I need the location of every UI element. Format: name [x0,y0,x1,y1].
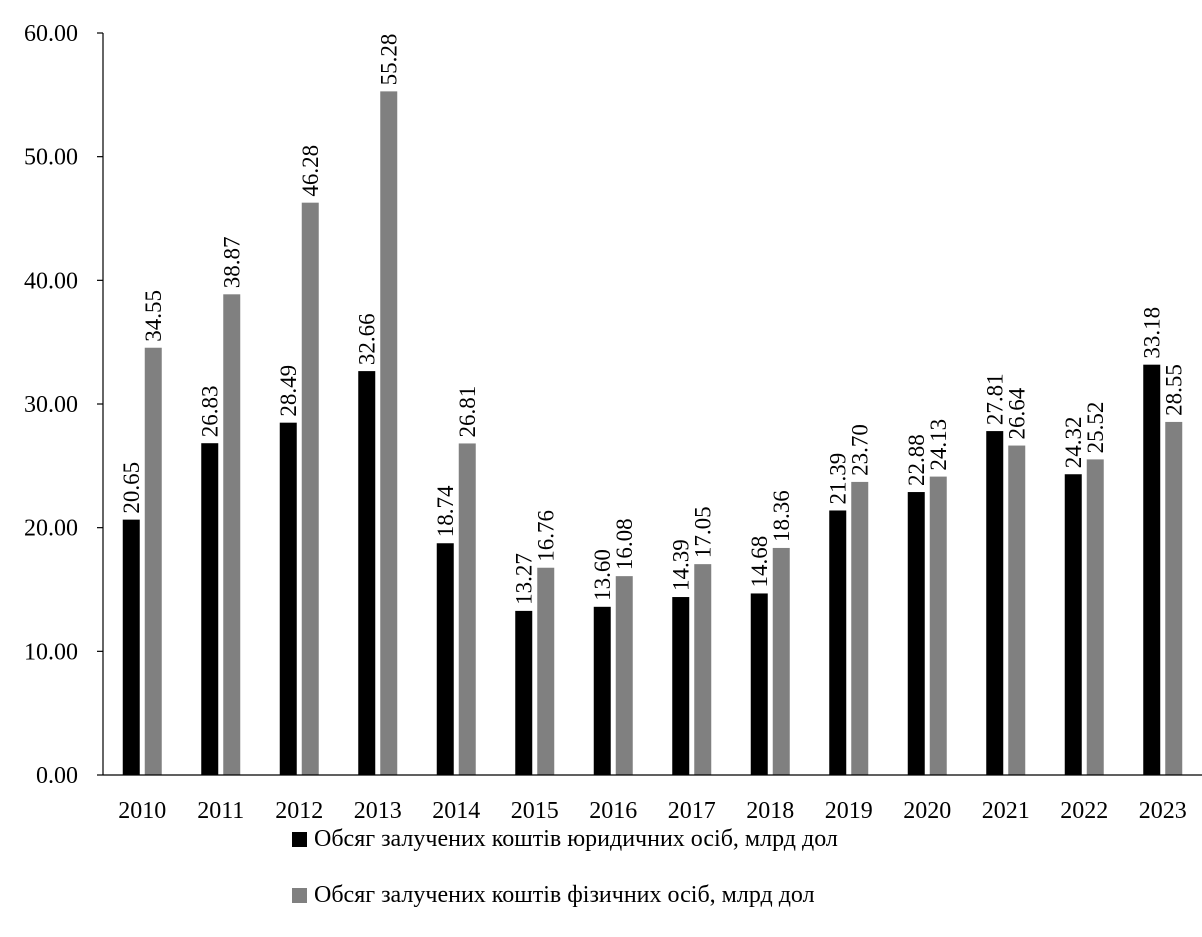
data-label: 18.74 [433,485,458,537]
data-label: 22.88 [904,434,929,486]
x-tick-label: 2012 [275,798,323,824]
data-label: 32.66 [355,313,380,365]
y-tick-label: 20.00 [24,516,78,542]
data-label: 26.83 [198,385,223,437]
bar-individuals [223,294,241,775]
bar-individuals [301,202,319,776]
y-axis-ticks: 0.00 10.00 20.00 30.00 40.00 50.00 60.00 [24,21,103,789]
x-tick-label: 2021 [982,798,1030,824]
bar-legal-entities [907,492,925,775]
data-label: 27.81 [983,373,1008,425]
legend: Обсяг залучених коштів юридичних осіб, м… [292,825,838,937]
bar-legal-entities [1143,364,1161,775]
data-label: 21.39 [826,453,851,505]
legend-label-legal-entities: Обсяг залучених коштів юридичних осіб, м… [314,825,838,852]
bar-individuals [615,576,633,775]
data-labels: 20.65 34.55 26.83 38.87 28.49 46.28 32.66 55.28… [119,34,1187,605]
bar-legal-entities [201,443,219,775]
bar-individuals [380,91,398,775]
bar-legal-entities [436,543,454,775]
bar-individuals [1165,421,1183,775]
bar-legal-entities [358,371,376,775]
y-tick-label: 40.00 [24,268,78,294]
x-tick-label: 2019 [825,798,873,824]
data-label: 24.13 [926,419,951,471]
bar-individuals [1086,459,1104,775]
x-tick-label: 2015 [511,798,559,824]
bar-individuals [929,476,947,775]
x-tick-label: 2017 [668,798,716,824]
legend-item-individuals: Обсяг залучених коштів фізичних осіб, мл… [292,881,838,909]
bar-legal-entities [122,519,140,775]
x-tick-label: 2023 [1139,798,1187,824]
legend-item-legal-entities: Обсяг залучених коштів юридичних осіб, м… [292,825,838,853]
x-tick-label: 2010 [118,798,166,824]
y-tick-label: 60.00 [24,21,78,47]
bar-legal-entities [593,606,611,775]
y-tick-label: 0.00 [36,763,78,789]
y-tick-label: 10.00 [24,639,78,665]
data-label: 55.28 [377,34,402,86]
data-label: 16.08 [612,518,637,570]
bar-individuals [772,547,790,775]
data-label: 17.05 [691,506,716,558]
legend-swatch-legal-entities [292,831,307,847]
x-tick-label: 2013 [354,798,402,824]
bars [122,91,1183,776]
data-label: 18.36 [769,490,794,542]
data-label: 26.64 [1005,387,1030,439]
data-label: 46.28 [298,145,323,197]
y-tick-label: 30.00 [24,392,78,418]
x-tick-label: 2022 [1060,798,1108,824]
x-tick-label: 2011 [197,798,244,824]
bar-individuals [537,567,555,775]
bar-individuals [694,564,712,775]
legend-swatch-individuals [292,887,307,903]
legend-label-individuals: Обсяг залучених коштів фізичних осіб, мл… [314,881,815,908]
x-tick-label: 2018 [746,798,794,824]
bar-legal-entities [515,610,533,775]
x-tick-label: 2014 [432,798,480,824]
bar-individuals [458,443,476,775]
data-label: 13.60 [590,549,615,601]
data-label: 23.70 [848,424,873,476]
bar-individuals [144,347,162,775]
data-label: 25.52 [1083,402,1108,454]
data-label: 24.32 [1061,416,1086,468]
bar-legal-entities [750,593,768,775]
x-tick-label: 2020 [903,798,951,824]
bar-legal-entities [279,422,297,775]
data-label: 14.68 [747,536,772,588]
x-axis-ticks: 2010 2011 2012 2013 2014 2015 2016 2017 2018 2019… [118,798,1187,824]
data-label: 14.39 [669,539,694,591]
data-label: 20.65 [119,462,144,514]
bar-individuals [1008,445,1026,775]
bar-legal-entities [672,597,690,775]
bar-individuals [851,481,869,775]
data-label: 26.81 [455,386,480,438]
data-label: 13.27 [512,553,537,605]
data-label: 16.76 [534,510,559,562]
data-label: 28.55 [1162,364,1187,416]
data-label: 38.87 [220,237,245,289]
bar-legal-entities [986,431,1004,775]
x-tick-label: 2016 [589,798,637,824]
y-tick-label: 50.00 [24,145,78,171]
data-label: 33.18 [1140,307,1165,359]
bar-legal-entities [829,510,847,775]
bar-legal-entities [1064,474,1082,775]
data-label: 34.55 [141,290,166,342]
data-label: 28.49 [276,365,301,417]
